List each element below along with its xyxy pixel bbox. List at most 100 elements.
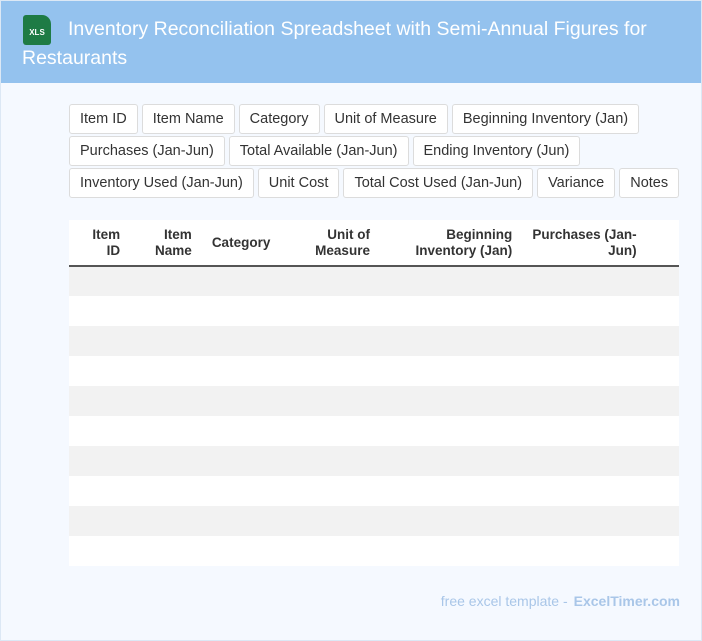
cell (130, 326, 202, 356)
cell (279, 506, 380, 536)
cell (280, 356, 380, 386)
cell (646, 446, 679, 476)
cell (379, 446, 523, 476)
cell (69, 386, 131, 416)
cell (69, 326, 131, 356)
cell (522, 296, 646, 326)
row (69, 506, 679, 536)
tag: Variance (537, 168, 616, 198)
cell (279, 266, 380, 296)
cell (646, 266, 679, 296)
cell (279, 326, 380, 356)
cell (646, 506, 679, 536)
cell (201, 446, 280, 476)
column-header: Beginning Inventory (Jan) (379, 220, 523, 267)
tag: Ending Inventory (Jun) (412, 136, 581, 166)
cell (130, 416, 202, 446)
cell (522, 476, 646, 506)
tag: Inventory Used (Jan-Jun) (69, 168, 254, 198)
cell (647, 356, 679, 386)
cell (380, 416, 522, 446)
cell (69, 356, 130, 386)
cell (69, 446, 131, 476)
cell (380, 476, 522, 506)
tag-list: Item ID Item Name Category Unit of Measure B… (69, 104, 694, 198)
cell (130, 506, 202, 536)
column-header: Item ID (69, 220, 131, 267)
column-header: Total Available (Jan-Jun) (646, 220, 679, 267)
cell (522, 326, 647, 356)
cell (522, 506, 647, 536)
row (69, 476, 679, 506)
column-header: Category (201, 220, 280, 267)
cell (202, 296, 280, 326)
cell (647, 536, 679, 566)
cell (646, 326, 679, 356)
cell (280, 416, 380, 446)
cell (522, 266, 647, 296)
cell (280, 296, 380, 326)
cell (522, 416, 646, 446)
row (69, 296, 679, 326)
table-container: Item ID Item Name Category Unit of Measure B… (69, 220, 679, 566)
column-header: Item Name (130, 220, 202, 267)
cell (201, 506, 280, 536)
cell (379, 266, 523, 296)
cell (69, 536, 130, 566)
cell (202, 536, 280, 566)
cell (379, 386, 523, 416)
cell (647, 416, 679, 446)
cell (202, 476, 280, 506)
cell (522, 386, 647, 416)
row (69, 326, 679, 356)
tag: Item Name (141, 104, 235, 134)
cell (69, 506, 131, 536)
tag: Beginning Inventory (Jan) (451, 104, 640, 134)
row (69, 446, 679, 476)
cell (69, 266, 131, 296)
cell (202, 416, 280, 446)
cell (130, 356, 202, 386)
row (69, 416, 679, 446)
tag: Total Cost Used (Jan-Jun) (343, 168, 534, 198)
cell (522, 446, 647, 476)
footer: free excel template - ExcelTimer.com (441, 593, 680, 609)
cell (130, 536, 202, 566)
cell (380, 296, 522, 326)
cell (379, 326, 523, 356)
tag: Purchases (Jan-Jun) (69, 136, 225, 166)
cell (69, 476, 130, 506)
cell (130, 386, 202, 416)
column-header: Purchases (Jan-Jun) (522, 220, 647, 267)
tag: Total Available (Jan-Jun) (228, 136, 409, 166)
cell (646, 386, 679, 416)
xls-icon: XLS (23, 15, 51, 45)
header: XLS Inventory Reconciliation Spreadsheet… (1, 1, 701, 83)
footer-site[interactable]: ExcelTimer.com (573, 593, 680, 609)
cell (522, 536, 646, 566)
table: Item ID Item Name Category Unit of Measure B… (69, 220, 679, 566)
title: Inventory Reconciliation Spreadsheet wit… (22, 18, 647, 69)
column-header: Unit of Measure (279, 220, 380, 267)
cell (130, 296, 202, 326)
cell (69, 296, 130, 326)
cell (69, 416, 130, 446)
row (69, 266, 679, 296)
cell (130, 476, 202, 506)
tag: Unit of Measure (323, 104, 448, 134)
cell (379, 506, 523, 536)
cell (522, 356, 646, 386)
cell (280, 536, 380, 566)
cell (201, 386, 280, 416)
footer-prefix: free excel template - (440, 593, 568, 609)
tag: Category (238, 104, 320, 134)
cell (647, 476, 679, 506)
cell (380, 536, 522, 566)
cell (201, 266, 280, 296)
cell (279, 386, 380, 416)
cell (280, 476, 380, 506)
cell (279, 446, 380, 476)
cell (647, 296, 679, 326)
cell (201, 326, 280, 356)
